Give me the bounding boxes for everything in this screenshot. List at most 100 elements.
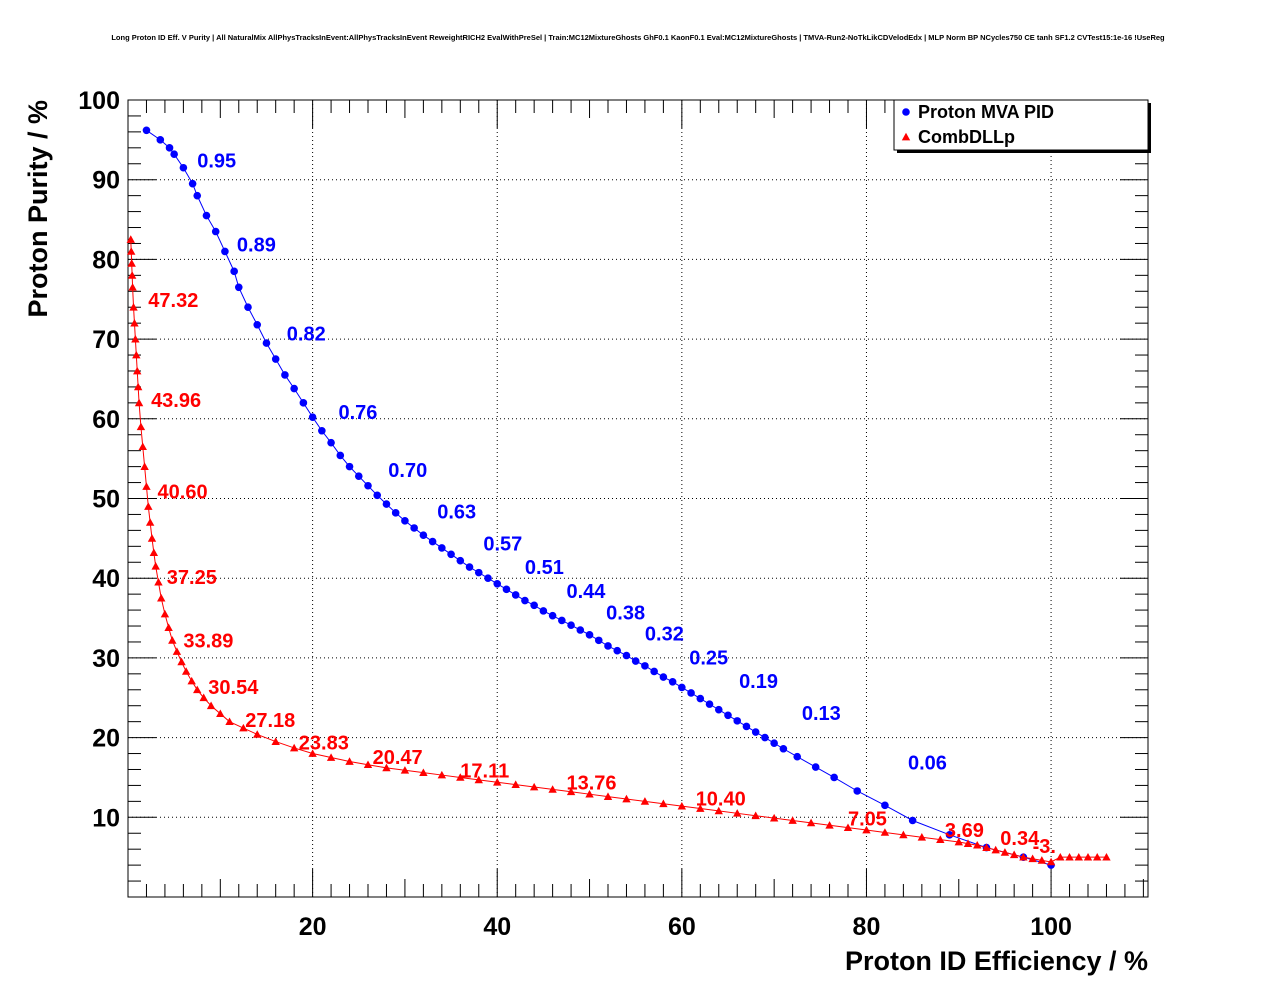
data-point — [271, 737, 280, 745]
series-combdllp — [126, 235, 1111, 866]
data-point — [1102, 852, 1111, 861]
data-point — [308, 749, 317, 757]
data-point — [474, 568, 483, 577]
data-point — [650, 667, 658, 676]
data-point — [733, 717, 742, 725]
data-point — [640, 797, 650, 805]
data-point — [128, 283, 137, 291]
data-point — [585, 630, 594, 639]
data-point — [954, 837, 963, 846]
data-point — [511, 780, 520, 788]
data-point — [308, 413, 317, 422]
data-point — [576, 626, 585, 634]
cut-value-label: 0.89 — [237, 234, 276, 256]
cut-value-label: 0.34 — [1000, 828, 1040, 850]
series-proton-mva-pid — [142, 126, 1055, 869]
cut-value-label: 33.89 — [183, 631, 233, 653]
data-point — [179, 163, 188, 172]
data-point — [234, 283, 243, 292]
data-point — [134, 398, 144, 407]
data-point — [382, 763, 391, 772]
data-point — [991, 845, 1000, 854]
data-point — [164, 623, 173, 631]
legend[interactable]: Proton MVA PID CombDLLp — [893, 99, 1151, 153]
data-point — [622, 794, 631, 803]
data-point — [530, 601, 538, 610]
data-point — [281, 371, 289, 379]
data-point — [1074, 852, 1083, 861]
data-point — [853, 787, 862, 795]
data-point — [908, 816, 917, 825]
data-point — [613, 646, 622, 655]
cut-value-label: 0.76 — [338, 402, 377, 424]
cut-value-label: 0.19 — [739, 671, 778, 693]
cut-value-label: 7.05 — [848, 808, 887, 830]
data-point — [419, 768, 428, 777]
data-point — [502, 585, 511, 594]
data-point — [493, 579, 502, 588]
data-point — [1083, 852, 1093, 861]
data-point — [456, 556, 465, 565]
data-point — [761, 733, 769, 742]
data-point — [127, 259, 136, 267]
data-point — [382, 500, 391, 508]
data-point — [603, 792, 613, 800]
axis-ticks — [127, 99, 1148, 898]
data-point — [160, 609, 170, 618]
data-point — [917, 833, 927, 841]
cut-value-label: 0.25 — [689, 647, 728, 669]
data-point — [216, 709, 225, 718]
data-point — [401, 517, 409, 525]
data-point — [1046, 857, 1056, 866]
data-point — [327, 438, 335, 447]
data-point — [230, 267, 238, 276]
data-point — [1093, 852, 1102, 861]
y-tick-label: 10 — [92, 804, 120, 832]
data-point — [1065, 852, 1074, 861]
x-tick-label: 100 — [1030, 913, 1072, 941]
data-point — [133, 382, 143, 391]
data-point — [724, 711, 732, 720]
cut-value-label: 0.57 — [483, 533, 522, 555]
cut-value-label: 23.83 — [299, 733, 349, 755]
data-point — [770, 739, 778, 747]
data-point — [138, 442, 147, 451]
data-point — [696, 694, 705, 703]
data-point — [345, 757, 354, 765]
data-point — [539, 607, 548, 615]
data-point — [193, 685, 202, 694]
data-point — [982, 843, 991, 851]
data-point — [465, 563, 474, 571]
data-point — [830, 773, 838, 782]
data-point — [199, 693, 208, 702]
data-point — [881, 801, 889, 810]
y-axis-title: Proton Purity / % — [23, 100, 53, 318]
data-point — [1037, 856, 1047, 864]
data-point — [751, 811, 760, 820]
data-point — [127, 271, 137, 279]
legend-entry-label: CombDLLp — [918, 127, 1015, 147]
data-point — [843, 823, 853, 832]
data-point — [548, 611, 557, 620]
data-point — [172, 647, 182, 655]
data-point — [567, 621, 575, 630]
data-point — [973, 840, 982, 849]
data-point — [188, 179, 197, 188]
data-point — [438, 544, 446, 552]
cut-value-label: 37.25 — [167, 567, 217, 589]
data-point — [899, 830, 908, 839]
legend-entry-label: Proton MVA PID — [918, 102, 1054, 122]
data-point — [566, 787, 576, 796]
data-point — [419, 531, 428, 539]
data-point — [253, 730, 262, 738]
data-point — [133, 366, 142, 375]
data-point — [206, 701, 216, 710]
data-point — [364, 481, 372, 490]
data-point — [127, 247, 136, 255]
data-point — [168, 636, 177, 644]
data-point — [221, 247, 229, 256]
data-point — [271, 355, 280, 363]
data-point — [151, 562, 160, 570]
data-point — [142, 126, 151, 135]
data-point — [145, 518, 155, 526]
